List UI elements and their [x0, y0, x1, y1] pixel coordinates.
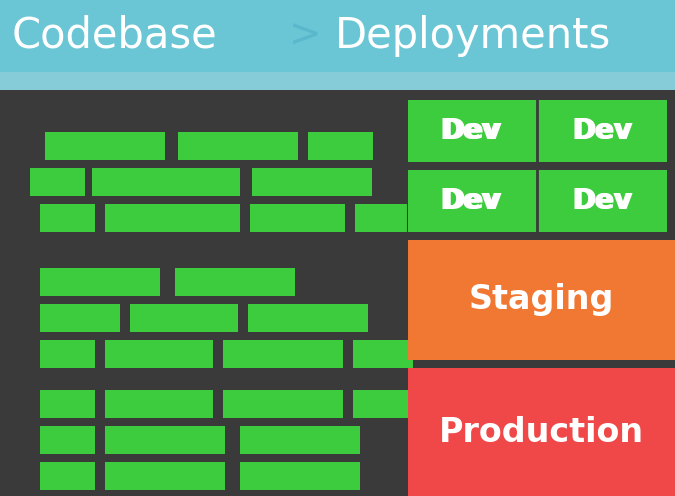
- FancyBboxPatch shape: [408, 240, 675, 360]
- FancyBboxPatch shape: [408, 170, 532, 232]
- FancyBboxPatch shape: [353, 340, 413, 368]
- Text: >: >: [289, 17, 321, 55]
- FancyBboxPatch shape: [175, 268, 295, 296]
- FancyBboxPatch shape: [540, 100, 667, 162]
- Text: Dev: Dev: [572, 187, 632, 215]
- Text: Deployments: Deployments: [335, 15, 612, 57]
- Text: Staging: Staging: [469, 284, 614, 316]
- FancyBboxPatch shape: [408, 162, 667, 170]
- Text: Production: Production: [439, 416, 644, 448]
- FancyBboxPatch shape: [0, 72, 675, 90]
- Text: Dev: Dev: [440, 187, 500, 215]
- FancyBboxPatch shape: [408, 170, 667, 232]
- FancyBboxPatch shape: [0, 0, 675, 72]
- FancyBboxPatch shape: [240, 462, 360, 490]
- FancyBboxPatch shape: [408, 368, 675, 496]
- Text: Dev: Dev: [440, 117, 500, 145]
- FancyBboxPatch shape: [40, 204, 95, 232]
- FancyBboxPatch shape: [240, 426, 360, 454]
- FancyBboxPatch shape: [105, 204, 240, 232]
- FancyBboxPatch shape: [250, 204, 345, 232]
- FancyBboxPatch shape: [308, 132, 373, 160]
- FancyBboxPatch shape: [408, 100, 667, 162]
- FancyBboxPatch shape: [355, 204, 415, 232]
- FancyBboxPatch shape: [45, 132, 165, 160]
- FancyBboxPatch shape: [130, 304, 238, 332]
- Text: Dev: Dev: [574, 187, 634, 215]
- FancyBboxPatch shape: [40, 462, 95, 490]
- FancyBboxPatch shape: [105, 340, 213, 368]
- FancyBboxPatch shape: [105, 426, 225, 454]
- Text: Dev: Dev: [572, 117, 632, 145]
- Text: Dev: Dev: [443, 187, 502, 215]
- FancyBboxPatch shape: [92, 168, 240, 196]
- Text: Codebase: Codebase: [12, 15, 218, 57]
- FancyBboxPatch shape: [540, 170, 667, 232]
- FancyBboxPatch shape: [40, 340, 95, 368]
- FancyBboxPatch shape: [40, 268, 160, 296]
- FancyBboxPatch shape: [353, 390, 413, 418]
- FancyBboxPatch shape: [252, 168, 372, 196]
- FancyBboxPatch shape: [40, 304, 120, 332]
- Text: Dev: Dev: [574, 117, 634, 145]
- FancyBboxPatch shape: [223, 340, 343, 368]
- FancyBboxPatch shape: [105, 390, 213, 418]
- FancyBboxPatch shape: [40, 390, 95, 418]
- FancyBboxPatch shape: [30, 168, 85, 196]
- Text: Dev: Dev: [443, 117, 502, 145]
- FancyBboxPatch shape: [105, 462, 225, 490]
- FancyBboxPatch shape: [178, 132, 298, 160]
- FancyBboxPatch shape: [408, 100, 532, 162]
- FancyBboxPatch shape: [223, 390, 343, 418]
- FancyBboxPatch shape: [248, 304, 368, 332]
- FancyBboxPatch shape: [40, 426, 95, 454]
